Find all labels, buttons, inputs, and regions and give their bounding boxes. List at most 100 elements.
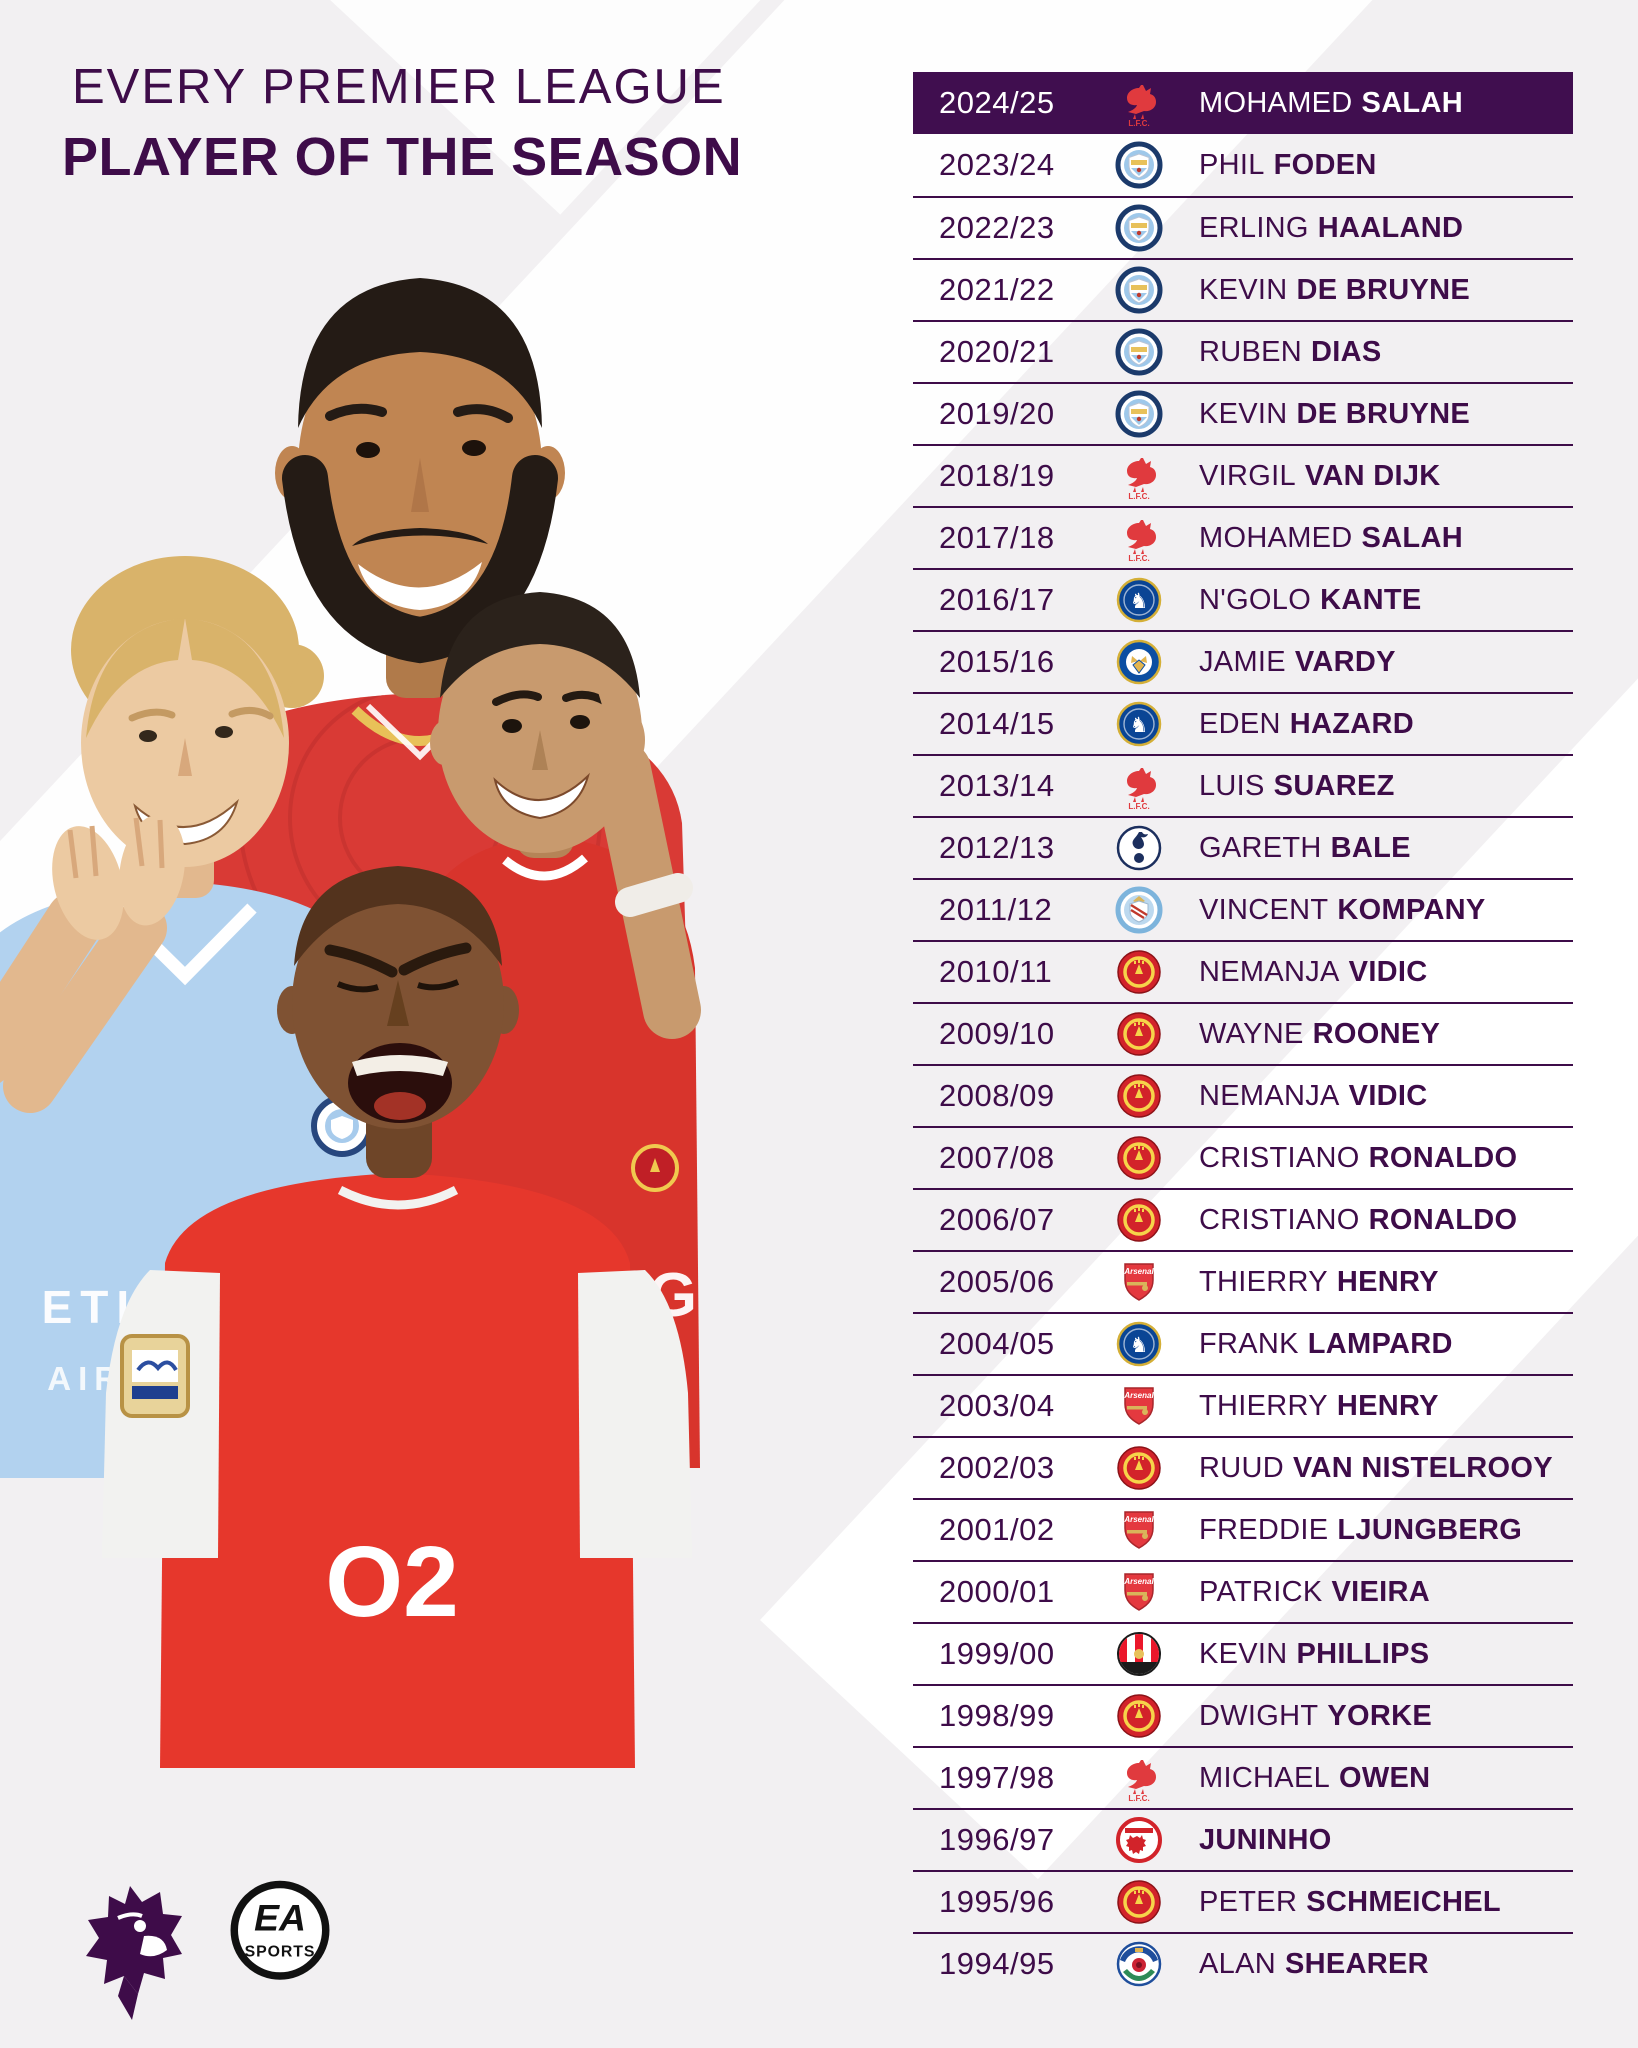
season-label: 2021/22 — [939, 272, 1055, 307]
table-row: 2022/23 ERLING HAALAND — [913, 196, 1573, 258]
svg-text:Arsenal: Arsenal — [1123, 1391, 1154, 1400]
player-name: MICHAEL OWEN — [1199, 1762, 1430, 1795]
table-row: 2000/01 Arsenal PATRICK VIEIRA — [913, 1560, 1573, 1622]
chelsea-crest: ♞ — [1115, 700, 1163, 748]
season-label: 2015/16 — [939, 644, 1055, 679]
player-first-name: MOHAMED — [1199, 86, 1353, 119]
player-first-name: VINCENT — [1199, 893, 1329, 926]
player-last-name: VIEIRA — [1331, 1575, 1430, 1608]
table-row: 2024/25 L.F.C. MOHAMED SALAH — [913, 72, 1573, 134]
man-united-crest — [1115, 1444, 1163, 1492]
player-name: NEMANJA VIDIC — [1199, 956, 1428, 989]
table-row: 2001/02 Arsenal FREDDIE LJUNGBERG — [913, 1498, 1573, 1560]
player-last-name: HENRY — [1336, 1389, 1439, 1422]
player-name: PATRICK VIEIRA — [1199, 1576, 1430, 1609]
table-row: 2011/12 VINCENT KOMPANY — [913, 878, 1573, 940]
liverpool-crest: L.F.C. — [1115, 1754, 1163, 1802]
man-city-crest — [1115, 204, 1163, 252]
ea-sports-text: SPORTS — [245, 1943, 316, 1960]
table-row: 2013/14 L.F.C. LUIS SUAREZ — [913, 754, 1573, 816]
table-row: 2015/16 JAMIE VARDY — [913, 630, 1573, 692]
season-label: 2014/15 — [939, 706, 1055, 741]
player-last-name: VAN DIJK — [1304, 459, 1441, 492]
player-last-name: VAN NISTELROOY — [1292, 1451, 1553, 1484]
player-name: RUUD VAN NISTELROOY — [1199, 1452, 1553, 1485]
henry-photo: O2 — [102, 866, 692, 1768]
player-last-name: HENRY — [1336, 1265, 1439, 1298]
season-label: 2016/17 — [939, 582, 1055, 617]
chelsea-crest: ♞ — [1115, 576, 1163, 624]
player-name: WAYNE ROONEY — [1199, 1018, 1440, 1051]
table-row: 1998/99 DWIGHT YORKE — [913, 1684, 1573, 1746]
ea-logo-text: EA — [254, 1896, 306, 1938]
liverpool-crest: L.F.C. — [1115, 514, 1163, 562]
table-row: 1999/00 KEVIN PHILLIPS — [913, 1622, 1573, 1684]
player-name: KEVIN PHILLIPS — [1199, 1638, 1429, 1671]
man-united-crest — [1115, 1878, 1163, 1926]
player-first-name: THIERRY — [1199, 1389, 1328, 1422]
table-row: 2016/17 ♞ N'GOLO KANTE — [913, 568, 1573, 630]
svg-text:L.F.C.: L.F.C. — [1128, 492, 1149, 500]
season-label: 2018/19 — [939, 458, 1055, 493]
player-first-name: MOHAMED — [1199, 521, 1353, 554]
player-last-name: HAALAND — [1317, 211, 1464, 244]
chelsea-crest: ♞ — [1115, 1320, 1163, 1368]
table-row: 2008/09 NEMANJA VIDIC — [913, 1064, 1573, 1126]
player-last-name: ROONEY — [1312, 1017, 1441, 1050]
player-first-name: PATRICK — [1199, 1575, 1323, 1608]
player-name: FRANK LAMPARD — [1199, 1328, 1453, 1361]
season-label: 2024/25 — [939, 85, 1055, 120]
player-first-name: PETER — [1199, 1885, 1298, 1918]
season-winners-table: 2024/25 L.F.C. MOHAMED SALAH 2023/24 PHIL… — [913, 72, 1573, 1994]
season-label: 1995/96 — [939, 1884, 1055, 1919]
season-label: 2023/24 — [939, 147, 1055, 182]
svg-text:Arsenal: Arsenal — [1123, 1267, 1154, 1276]
man-united-crest — [1115, 1072, 1163, 1120]
player-name: CRISTIANO RONALDO — [1199, 1142, 1517, 1175]
tottenham-crest — [1115, 824, 1163, 872]
svg-text:♞: ♞ — [1130, 1334, 1149, 1357]
table-row: 2018/19 L.F.C. VIRGIL VAN DIJK — [913, 444, 1573, 506]
player-first-name: NEMANJA — [1199, 1079, 1340, 1112]
table-row: 1995/96 PETER SCHMEICHEL — [913, 1870, 1573, 1932]
player-first-name: FRANK — [1199, 1327, 1299, 1360]
season-label: 2002/03 — [939, 1450, 1055, 1485]
player-last-name: SUAREZ — [1273, 769, 1395, 802]
player-name: N'GOLO KANTE — [1199, 584, 1421, 617]
player-collage: ETIH AIRW NG — [0, 278, 701, 1768]
player-first-name: EDEN — [1199, 707, 1281, 740]
player-first-name: THIERRY — [1199, 1265, 1328, 1298]
player-last-name: FODEN — [1273, 148, 1377, 181]
season-label: 2012/13 — [939, 830, 1055, 865]
player-name: NEMANJA VIDIC — [1199, 1080, 1428, 1113]
player-first-name: CRISTIANO — [1199, 1141, 1360, 1174]
table-row: 2002/03 RUUD VAN NISTELROOY — [913, 1436, 1573, 1498]
svg-text:♞: ♞ — [1130, 714, 1149, 737]
player-last-name: JUNINHO — [1199, 1823, 1332, 1856]
blackburn-crest — [1115, 1940, 1163, 1988]
player-name: MOHAMED SALAH — [1199, 522, 1463, 555]
liverpool-crest: L.F.C. — [1115, 79, 1163, 127]
table-row: 2020/21 RUBEN DIAS — [913, 320, 1573, 382]
player-first-name: DWIGHT — [1199, 1699, 1319, 1732]
season-label: 2013/14 — [939, 768, 1055, 803]
season-label: 2003/04 — [939, 1388, 1055, 1423]
player-name: VIRGIL VAN DIJK — [1199, 460, 1441, 493]
player-first-name: NEMANJA — [1199, 955, 1340, 988]
player-name: ALAN SHEARER — [1199, 1948, 1429, 1981]
man-united-crest — [1115, 1134, 1163, 1182]
leicester-crest — [1115, 638, 1163, 686]
man-city-crest — [1115, 141, 1163, 189]
player-last-name: KOMPANY — [1337, 893, 1486, 926]
table-row: 2005/06 Arsenal THIERRY HENRY — [913, 1250, 1573, 1312]
player-first-name: MICHAEL — [1199, 1761, 1331, 1794]
middlesbrough-crest — [1115, 1816, 1163, 1864]
player-last-name: YORKE — [1327, 1699, 1433, 1732]
player-name: PETER SCHMEICHEL — [1199, 1886, 1501, 1919]
player-name: CRISTIANO RONALDO — [1199, 1204, 1517, 1237]
player-name: GARETH BALE — [1199, 832, 1411, 865]
season-label: 1994/95 — [939, 1946, 1055, 1981]
player-last-name: HAZARD — [1289, 707, 1415, 740]
season-label: 2008/09 — [939, 1078, 1055, 1113]
